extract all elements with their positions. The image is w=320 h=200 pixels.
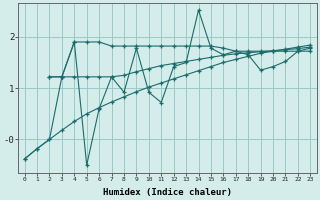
X-axis label: Humidex (Indice chaleur): Humidex (Indice chaleur) bbox=[103, 188, 232, 197]
